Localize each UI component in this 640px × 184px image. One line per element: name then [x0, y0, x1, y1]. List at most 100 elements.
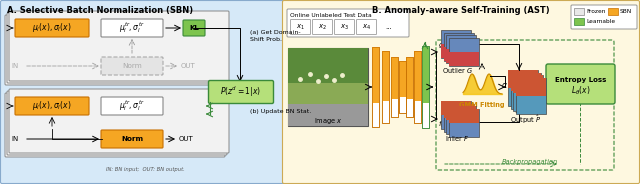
Text: Output $\hat{P}$: Output $\hat{P}$ — [510, 114, 541, 126]
Bar — [382, 51, 389, 123]
Text: Outlier $G$: Outlier $G$ — [442, 66, 473, 75]
Bar — [449, 52, 479, 66]
Bar — [444, 33, 474, 61]
Text: Learnable: Learnable — [586, 19, 615, 24]
FancyBboxPatch shape — [7, 13, 227, 83]
Text: B. Anomaly-aware Self-Training (AST): B. Anomaly-aware Self-Training (AST) — [372, 6, 550, 15]
Text: $P(z^d = 1|x)$: $P(z^d = 1|x)$ — [220, 85, 262, 99]
Text: OUT: OUT — [181, 63, 196, 69]
FancyBboxPatch shape — [7, 91, 227, 155]
FancyBboxPatch shape — [9, 11, 229, 81]
Bar — [288, 104, 368, 126]
Text: Online Unlabeled Test Data: Online Unlabeled Test Data — [290, 13, 372, 18]
Bar — [414, 51, 421, 123]
Bar — [414, 51, 421, 123]
FancyBboxPatch shape — [5, 15, 225, 85]
Bar — [406, 57, 413, 99]
Text: GMM Fitting: GMM Fitting — [460, 102, 505, 108]
Bar — [444, 103, 474, 118]
Bar — [446, 106, 476, 120]
Text: $\mu_l(x), \sigma_l(x)$: $\mu_l(x), \sigma_l(x)$ — [32, 100, 72, 112]
FancyBboxPatch shape — [101, 57, 163, 75]
Bar — [608, 8, 618, 15]
Text: $x_2$: $x_2$ — [318, 22, 327, 32]
Text: IN: IN — [11, 136, 19, 142]
Text: KL: KL — [189, 25, 199, 31]
Bar — [414, 51, 421, 101]
Text: $x_1$: $x_1$ — [296, 22, 305, 32]
FancyBboxPatch shape — [101, 130, 163, 148]
Text: Entropy Loss: Entropy Loss — [555, 77, 606, 83]
Text: Backpropagation: Backpropagation — [502, 159, 558, 165]
Bar — [446, 106, 476, 134]
Bar — [444, 47, 474, 61]
Bar — [372, 47, 379, 127]
Bar — [511, 72, 541, 109]
Bar — [391, 57, 398, 99]
Bar — [444, 103, 474, 132]
Bar — [441, 101, 471, 115]
Bar — [508, 70, 538, 88]
Text: $x_3$: $x_3$ — [340, 22, 349, 32]
Bar — [449, 109, 479, 137]
FancyBboxPatch shape — [209, 81, 273, 103]
Text: (b) Update BN Stat.: (b) Update BN Stat. — [250, 109, 311, 114]
Bar — [441, 44, 471, 58]
Bar — [406, 57, 413, 117]
Text: (a) Get Domain-
Shift Prob.: (a) Get Domain- Shift Prob. — [250, 30, 301, 42]
Text: SBN: SBN — [620, 9, 632, 14]
Bar — [288, 48, 368, 126]
Text: $x_4$: $x_4$ — [362, 22, 371, 32]
Text: ...: ... — [385, 24, 392, 30]
Bar — [513, 75, 543, 93]
Bar — [399, 61, 406, 113]
Bar — [399, 61, 406, 97]
Text: Norm: Norm — [122, 63, 142, 69]
FancyBboxPatch shape — [5, 93, 225, 157]
FancyBboxPatch shape — [571, 5, 637, 29]
Bar — [441, 30, 471, 58]
FancyBboxPatch shape — [15, 19, 89, 37]
Text: OUT: OUT — [179, 136, 194, 142]
Bar — [382, 51, 389, 101]
Bar — [446, 49, 476, 63]
Bar — [406, 57, 413, 117]
FancyBboxPatch shape — [312, 20, 333, 35]
Bar — [391, 57, 398, 117]
FancyBboxPatch shape — [291, 20, 310, 35]
Text: $g_\theta$: $g_\theta$ — [438, 41, 447, 51]
Text: Frozen: Frozen — [586, 9, 605, 14]
Text: IN: IN — [11, 63, 19, 69]
FancyBboxPatch shape — [282, 1, 639, 183]
FancyBboxPatch shape — [546, 64, 615, 104]
Bar — [446, 35, 476, 63]
Bar — [449, 109, 479, 123]
Text: $\mu_l(x), \sigma_l(x)$: $\mu_l(x), \sigma_l(x)$ — [32, 22, 72, 35]
Text: $\mu_l^{tr}, \sigma_l^{tr}$: $\mu_l^{tr}, \sigma_l^{tr}$ — [119, 99, 145, 114]
Bar — [515, 77, 545, 95]
Bar — [422, 46, 429, 128]
Bar — [508, 70, 538, 106]
Text: $f_\theta$: $f_\theta$ — [438, 120, 445, 130]
Bar — [422, 46, 429, 128]
Text: $L_\theta(x)$: $L_\theta(x)$ — [571, 85, 590, 98]
FancyBboxPatch shape — [356, 20, 376, 35]
FancyBboxPatch shape — [9, 89, 229, 153]
Text: IN: BN input;  OUT: BN output.: IN: BN input; OUT: BN output. — [106, 167, 184, 173]
FancyBboxPatch shape — [183, 20, 205, 36]
Text: Norm: Norm — [121, 136, 143, 142]
Text: Image $x$: Image $x$ — [314, 116, 342, 126]
Bar — [288, 83, 368, 104]
Bar — [513, 75, 543, 111]
Bar — [382, 51, 389, 123]
Bar — [574, 8, 584, 15]
Text: A. Selective Batch Normalization (SBN): A. Selective Batch Normalization (SBN) — [7, 6, 193, 15]
FancyBboxPatch shape — [1, 1, 284, 183]
Text: $\alpha$: $\alpha$ — [500, 81, 508, 89]
Bar — [441, 101, 471, 129]
FancyBboxPatch shape — [101, 97, 163, 115]
Bar — [399, 61, 406, 113]
Bar — [422, 46, 429, 103]
Bar — [372, 47, 379, 127]
FancyBboxPatch shape — [15, 97, 89, 115]
